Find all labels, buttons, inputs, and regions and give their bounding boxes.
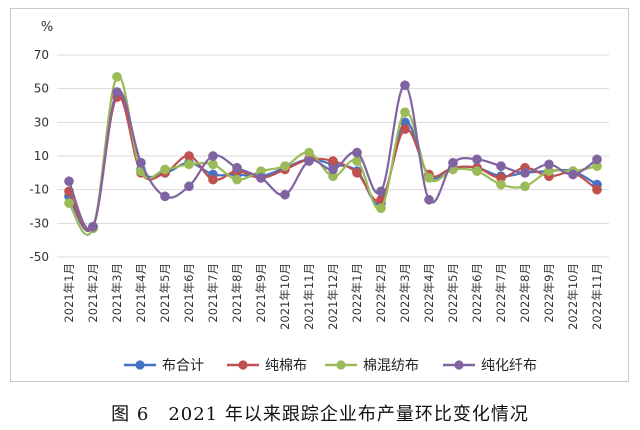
series-point-4	[184, 181, 194, 192]
legend-marker	[238, 360, 248, 370]
series-point-3	[400, 107, 410, 118]
series-point-2	[328, 156, 338, 166]
series-point-4	[208, 151, 218, 161]
series-point-4	[496, 161, 506, 171]
series-point-4	[544, 159, 554, 170]
y-tick-label: 50	[34, 82, 49, 96]
series-point-4	[112, 87, 122, 97]
x-tick-label: 2022年6月	[470, 263, 484, 323]
x-tick-label: 2021年7月	[206, 263, 220, 323]
series-point-4	[400, 80, 410, 91]
legend-label: 棉混纺布	[363, 357, 419, 374]
series-point-3	[280, 161, 290, 171]
legend-label: 纯化纤布	[481, 358, 537, 374]
series-point-4	[592, 154, 602, 165]
series-point-4	[64, 176, 74, 187]
series-point-2	[592, 184, 602, 195]
x-tick-label: 2021年9月	[254, 263, 268, 323]
x-tick-label: 2022年3月	[398, 263, 412, 323]
series-point-3	[304, 147, 314, 158]
series-point-4	[256, 173, 266, 183]
series-point-2	[352, 167, 362, 178]
series-point-3	[64, 198, 74, 208]
series-point-3	[232, 174, 242, 185]
x-tick-label: 2021年10月	[278, 263, 292, 330]
x-tick-label: 2022年2月	[374, 263, 388, 323]
x-tick-label: 2022年9月	[542, 263, 556, 323]
y-tick-label: -10	[29, 183, 49, 197]
series-point-4	[280, 189, 290, 200]
series-point-4	[448, 157, 458, 168]
x-tick-label: 2022年8月	[518, 263, 532, 323]
series-point-2	[400, 124, 410, 134]
series-point-4	[352, 147, 362, 158]
y-axis-unit-label: %	[41, 20, 53, 35]
x-tick-label: 2021年2月	[86, 263, 100, 323]
series-point-3	[160, 164, 170, 175]
series-point-4	[160, 191, 170, 202]
series-point-3	[184, 159, 194, 170]
series-point-3	[208, 159, 218, 170]
legend-label: 布合计	[162, 358, 204, 374]
y-tick-label: 30	[34, 115, 49, 129]
x-tick-label: 2021年11月	[302, 263, 316, 330]
x-tick-label: 2022年4月	[422, 263, 436, 323]
x-tick-label: 2022年10月	[566, 263, 580, 330]
series-point-4	[232, 162, 242, 173]
x-tick-label: 2022年5月	[446, 263, 460, 323]
legend-label: 纯棉布	[265, 357, 307, 374]
series-point-2	[208, 174, 218, 185]
series-point-4	[472, 154, 482, 165]
x-tick-label: 2022年1月	[350, 263, 364, 323]
x-tick-label: 2021年8月	[230, 263, 244, 323]
line-chart: % -50 -30 -10 10 30 50 70 2021年1月 2021年2月 2021年3月 2…	[29, 20, 609, 374]
y-tick-label: -30	[29, 216, 49, 230]
x-tick-label: 2021年3月	[110, 263, 124, 323]
x-tick-label: 2022年7月	[494, 263, 508, 323]
series-point-3	[376, 203, 386, 214]
series-point-4	[568, 169, 578, 180]
legend-marker	[135, 360, 145, 370]
chart-frame: % -50 -30 -10 10 30 50 70 2021年1月 2021年2月 2021年3月 2…	[10, 8, 629, 382]
series-point-4	[424, 194, 434, 205]
x-tick-label: 2021年6月	[182, 263, 196, 323]
legend-marker	[454, 360, 464, 370]
figure-caption: 图 6 2021 年以来跟踪企业布产量环比变化情况	[111, 404, 529, 425]
series-point-3	[424, 173, 434, 183]
x-tick-label: 2022年11月	[590, 263, 604, 330]
x-tick-label: 2021年1月	[62, 263, 76, 323]
series-point-3	[472, 166, 482, 176]
series-point-3	[112, 72, 122, 82]
x-tick-label: 2021年12月	[326, 263, 340, 330]
series-point-4	[304, 156, 314, 166]
series-point-4	[88, 221, 98, 232]
series-point-2	[184, 151, 194, 161]
series-point-4	[136, 157, 146, 168]
series-point-4	[520, 167, 530, 178]
x-tick-label: 2021年5月	[158, 263, 172, 323]
y-tick-label: -50	[29, 250, 49, 264]
series-point-4	[376, 186, 386, 197]
series-point-4	[328, 164, 338, 175]
y-tick-label: 70	[34, 48, 49, 62]
series-point-3	[520, 181, 530, 192]
series-line-3	[68, 75, 598, 236]
y-tick-label: 10	[34, 149, 49, 163]
x-tick-label: 2021年4月	[134, 263, 148, 323]
series-point-3	[496, 179, 506, 190]
legend-marker	[336, 360, 346, 370]
